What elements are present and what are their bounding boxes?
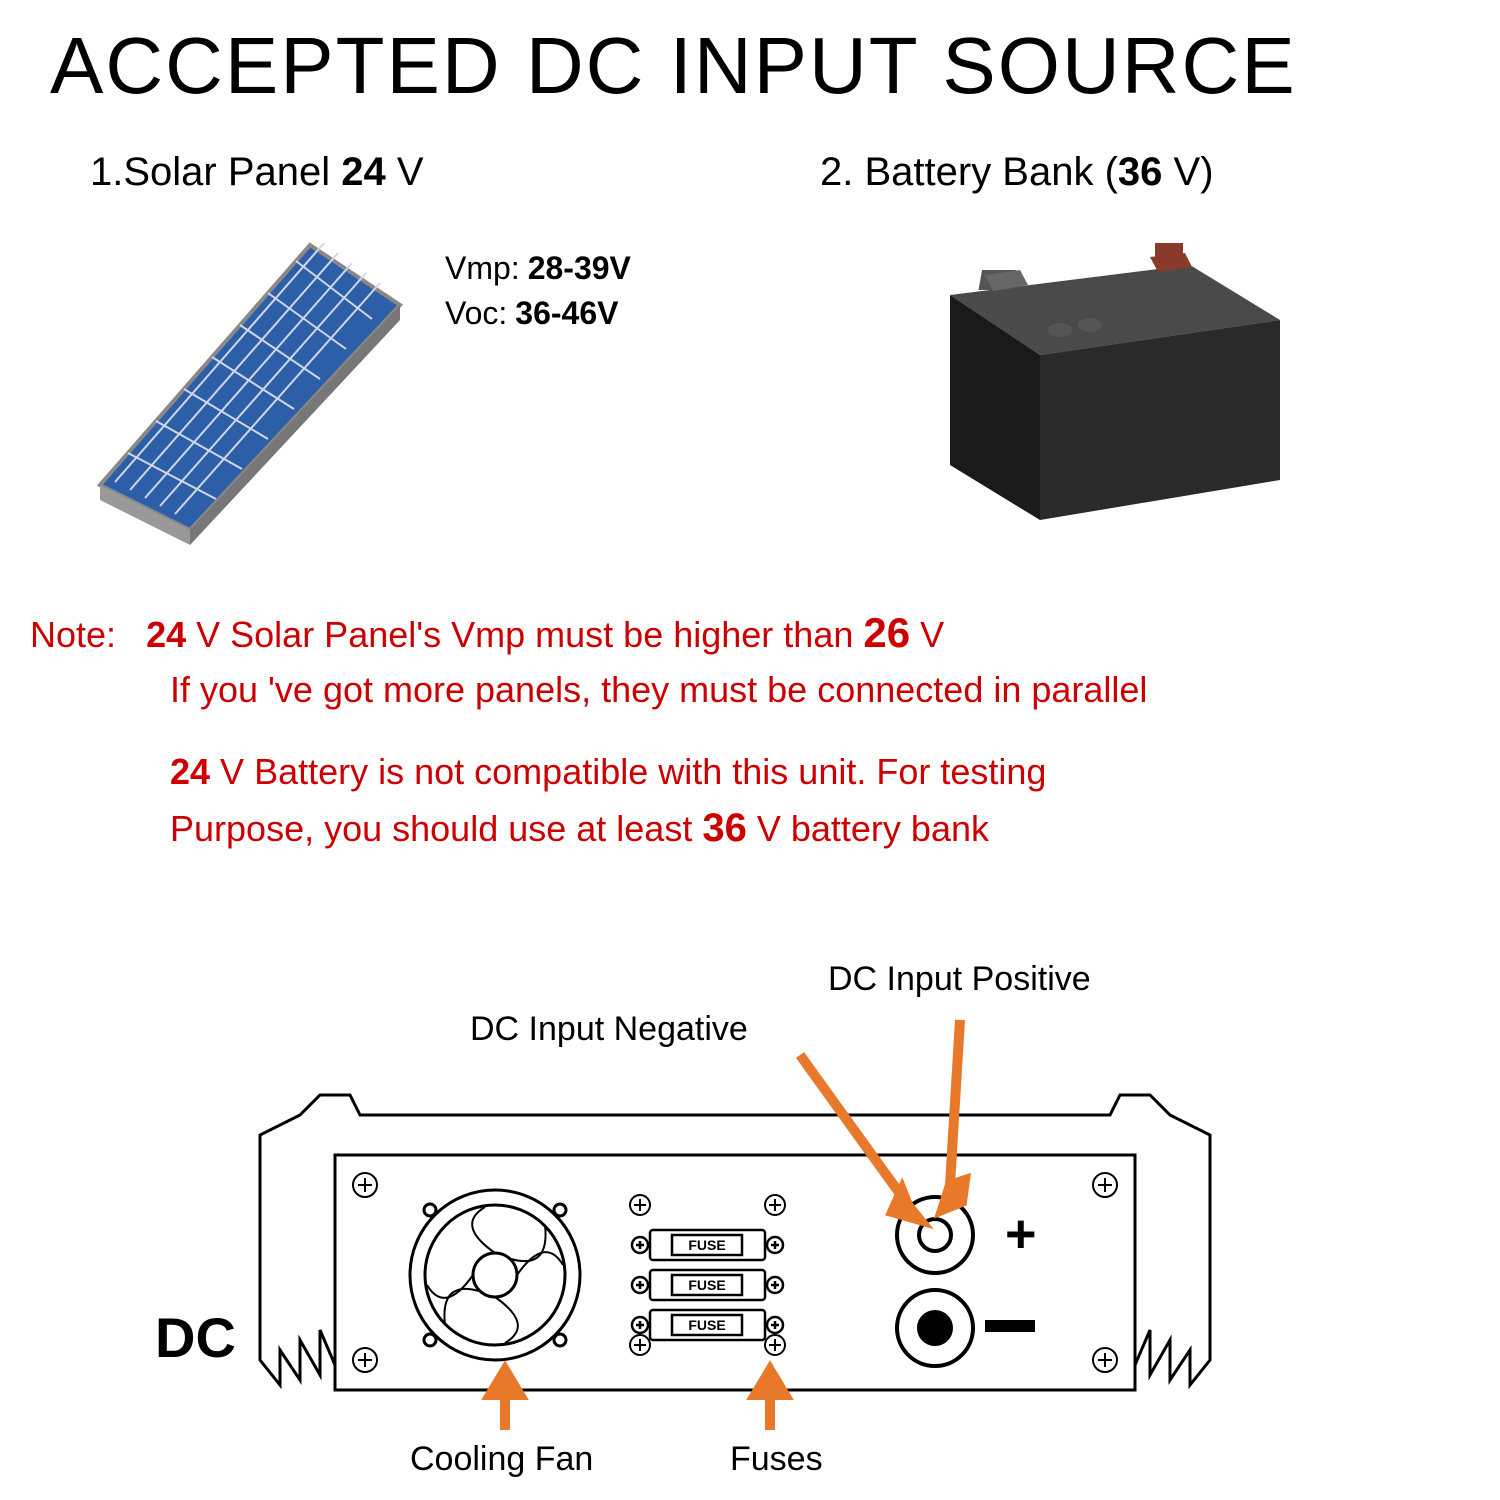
note-label: Note: <box>30 614 116 655</box>
note-l3a: 24 <box>170 751 210 792</box>
svg-text:FUSE: FUSE <box>688 1317 725 1333</box>
note-l4a: Purpose, you should use at least <box>170 808 702 849</box>
fuse-group: FUSE FUSE FUSE <box>632 1230 783 1340</box>
svg-text:FUSE: FUSE <box>688 1277 725 1293</box>
source1-prefix: 1.Solar Panel <box>90 150 341 194</box>
vmp-label: Vmp: <box>445 250 520 286</box>
note-l1b: V Solar Panel's Vmp must be higher than <box>186 614 863 655</box>
source2-title: 2. Battery Bank (36 V) <box>820 150 1214 195</box>
note-l1d: V <box>910 614 944 655</box>
note-l1c: 26 <box>863 609 910 656</box>
inverter-diagram: FUSE FUSE FUSE + <box>150 980 1350 1480</box>
source2-unit: V) <box>1162 150 1213 194</box>
voc-value: 36-46V <box>515 295 618 331</box>
svg-text:+: + <box>1005 1204 1037 1264</box>
note-l4b: 36 <box>702 806 747 850</box>
note-l3b: V Battery is not compatible with this un… <box>210 751 1046 792</box>
source2-prefix: 2. Battery Bank ( <box>820 150 1118 194</box>
note-l1a: 24 <box>146 614 186 655</box>
voc-spec: Voc:36-46V <box>445 295 618 332</box>
source1-unit: V <box>386 150 424 194</box>
source2-voltage: 36 <box>1118 150 1163 194</box>
vmp-value: 28-39V <box>528 250 631 286</box>
battery-icon <box>880 225 1310 545</box>
note-l4c: V battery bank <box>747 808 989 849</box>
page-title: ACCEPTED DC INPUT SOURCE <box>50 20 1297 112</box>
note-block: Note: 24 V Solar Panel's Vmp must be hig… <box>30 605 1470 859</box>
solar-panel-icon <box>60 225 430 545</box>
vmp-spec: Vmp:28-39V <box>445 250 631 287</box>
note-l2: If you 've got more panels, they must be… <box>170 669 1147 710</box>
voc-label: Voc: <box>445 295 507 331</box>
source1-title: 1.Solar Panel 24 V <box>90 150 424 195</box>
source1-voltage: 24 <box>341 150 386 194</box>
svg-text:FUSE: FUSE <box>688 1237 725 1253</box>
